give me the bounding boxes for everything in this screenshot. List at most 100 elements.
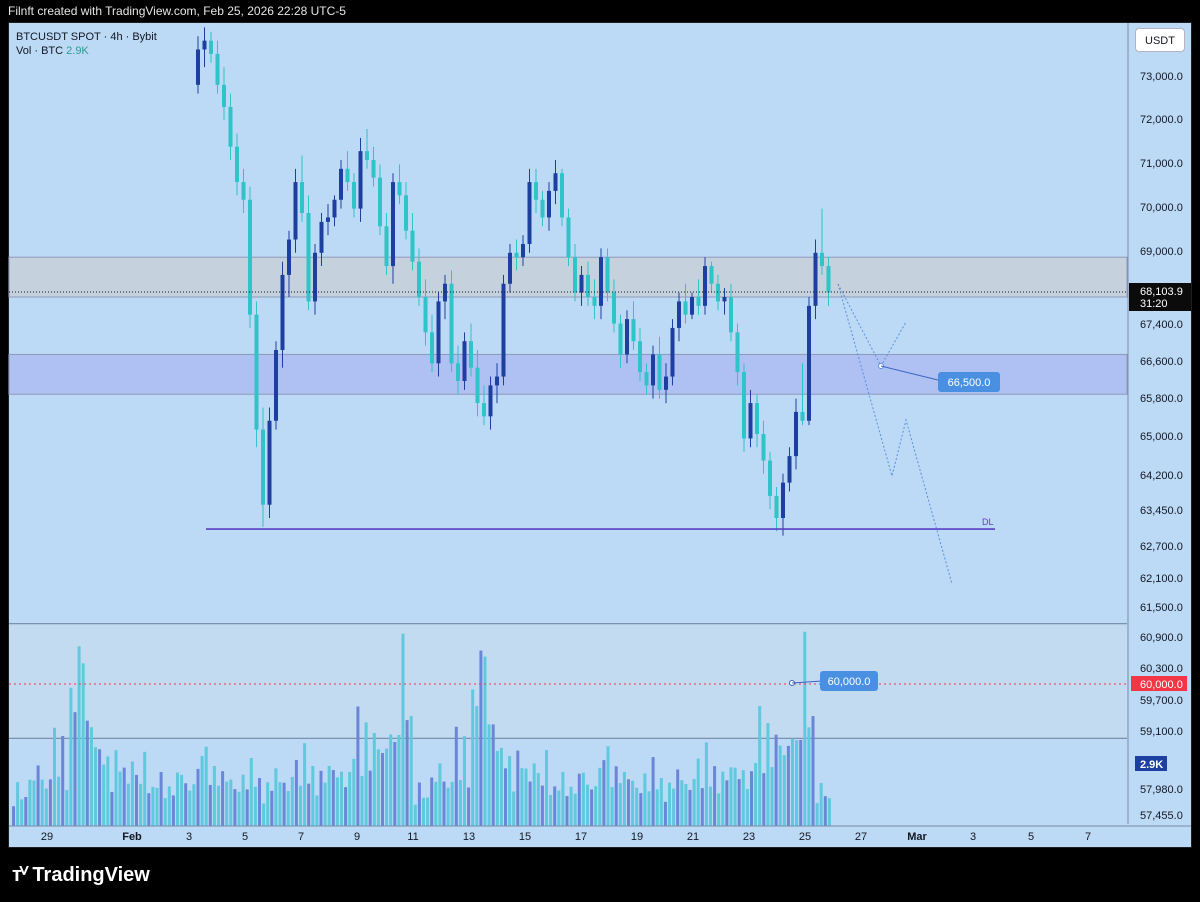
price-tick-label: 59,700.0 <box>1140 695 1183 707</box>
candle-body <box>228 106 233 147</box>
volume-bar <box>151 786 155 826</box>
candle-body <box>800 411 805 421</box>
volume-bar <box>229 779 233 826</box>
time-tick-label: 23 <box>743 831 755 843</box>
volume-bar <box>253 786 257 826</box>
candle-body <box>703 266 707 306</box>
volume-bar <box>795 740 799 826</box>
volume-bar <box>413 804 417 826</box>
volume-bar <box>274 768 278 826</box>
volume-bar <box>212 766 216 826</box>
volume-bar <box>557 790 561 826</box>
candle-body <box>625 319 629 355</box>
volume-bar <box>299 785 302 826</box>
volume-axis-tag <box>1135 756 1167 771</box>
candle-body <box>274 350 278 421</box>
time-tick-label: 13 <box>463 831 475 843</box>
candle-body <box>417 261 421 297</box>
volume-bar <box>122 767 126 826</box>
volume-bar <box>307 783 311 826</box>
volume-bar <box>282 782 286 826</box>
volume-bar <box>639 793 643 826</box>
price-tick-label: 69,000.0 <box>1140 246 1183 258</box>
volume-bar <box>262 803 266 826</box>
volume-bar <box>233 789 237 826</box>
candle-body <box>261 429 265 505</box>
volume-bar <box>745 789 749 826</box>
candle-body <box>618 323 623 355</box>
candle-body <box>553 173 558 191</box>
candle-body <box>774 495 779 518</box>
price-tick-label: 59,100.0 <box>1140 726 1183 738</box>
volume-bar <box>422 797 425 826</box>
volume-bar <box>540 785 544 826</box>
candle-body <box>534 182 538 200</box>
volume-bar <box>368 770 372 826</box>
volume-bar <box>561 772 565 826</box>
volume-bar <box>545 750 548 826</box>
candle-body <box>657 354 662 390</box>
volume-bar <box>536 773 540 826</box>
candle-body <box>397 182 402 196</box>
candle-body <box>677 301 681 328</box>
candle-body <box>482 403 486 417</box>
volume-bar <box>130 761 134 826</box>
volume-bar <box>401 633 405 826</box>
price-tick-label: 72,000.0 <box>1140 114 1183 126</box>
time-tick-label: 9 <box>354 831 360 843</box>
volume-bar <box>725 780 729 826</box>
candle-body <box>345 168 350 183</box>
candle-body <box>241 182 246 200</box>
volume-bar <box>434 781 438 826</box>
volume-bar <box>516 750 520 826</box>
label-pointer-66500 <box>880 365 943 382</box>
volume-bar <box>184 783 188 826</box>
time-tick-label: 27 <box>855 831 867 843</box>
volume-bar <box>618 783 622 826</box>
candle-body <box>209 40 213 54</box>
candle-body <box>287 239 291 275</box>
volume-bar <box>180 774 184 826</box>
volume-bar <box>167 786 171 826</box>
volume-bar <box>266 782 270 826</box>
volume-bar <box>454 726 458 826</box>
time-tick-label: 11 <box>407 831 418 843</box>
volume-bar <box>417 782 421 826</box>
volume-bar <box>655 789 659 826</box>
brand-name: TradingView <box>32 864 150 886</box>
volume-bar <box>376 749 380 826</box>
candle-body <box>456 363 460 381</box>
volume-bar <box>24 797 28 826</box>
volume-bar <box>471 689 475 826</box>
candle-body <box>443 283 447 302</box>
volume-bar <box>94 747 97 826</box>
volume-bar <box>668 782 671 826</box>
volume-bar <box>159 772 163 826</box>
candle-body <box>826 266 831 293</box>
time-tick-label: 3 <box>970 831 976 843</box>
candle-body <box>313 252 317 302</box>
red-axis-tag-text: 60,000.0 <box>1140 679 1183 691</box>
volume-bar <box>602 760 606 826</box>
candle-body <box>605 257 610 293</box>
tradingview-logo: ᴛⱽ TradingView <box>12 862 150 887</box>
candle-body <box>664 376 668 390</box>
volume-bar <box>98 749 102 826</box>
volume-bar <box>577 773 581 826</box>
volume-bar <box>581 772 585 826</box>
candle-body <box>547 190 551 218</box>
price-tick-label: 60,300.0 <box>1140 663 1183 675</box>
candle-body <box>787 456 792 483</box>
volume-bar <box>803 631 807 826</box>
volume-bar <box>499 747 503 826</box>
volume-bar <box>823 796 827 826</box>
candle-body <box>222 84 226 107</box>
volume-axis-tag-text: 2.9K <box>1140 759 1163 771</box>
price-tick-label: 71,000.0 <box>1140 158 1183 170</box>
volume-bar <box>450 781 454 826</box>
currency-button[interactable]: USDT <box>1135 28 1185 52</box>
volume-bar <box>286 791 290 826</box>
volume-bar <box>614 766 618 826</box>
volume-bar <box>48 779 52 826</box>
